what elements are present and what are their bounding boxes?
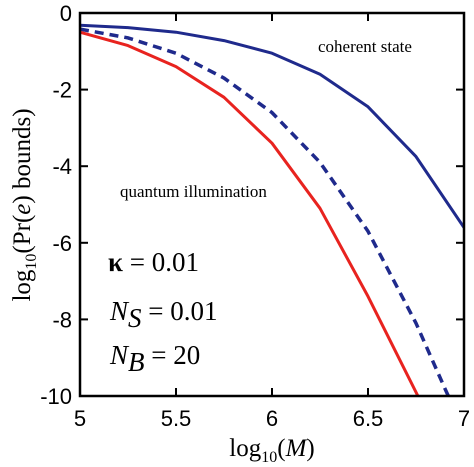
y-axis-title: log10(Pr(e) bounds) <box>9 108 40 301</box>
coherent-state-label: coherent state <box>318 37 412 56</box>
series-line-1 <box>80 27 451 396</box>
kappa-value: = 0.01 <box>123 247 199 277</box>
y-title-rest: (Pr( <box>9 215 36 254</box>
x-tick-label: 6 <box>266 406 278 431</box>
y-axis-ticks: 0 -2 -4 -6 -8 -10 <box>40 1 464 409</box>
nb-symbol: N <box>109 340 130 370</box>
x-title-variable: M <box>285 435 308 462</box>
kappa-symbol: κ <box>108 247 123 277</box>
nb-subscript: B <box>128 347 145 377</box>
x-title-close: ) <box>306 435 314 462</box>
x-title-prefix: log <box>229 435 261 462</box>
x-axis-ticks: 5 5.5 6 6.5 7 <box>74 13 470 431</box>
ns-value: = 0.01 <box>142 296 218 326</box>
x-tick-label: 5 <box>74 406 86 431</box>
y-title-subscript: 10 <box>23 254 40 270</box>
nb-value: = 20 <box>145 340 201 370</box>
y-tick-label: -4 <box>52 154 72 179</box>
x-title-open: ( <box>277 435 285 462</box>
y-tick-label: 0 <box>60 1 72 26</box>
nb-parameter: NB = 20 <box>109 340 200 377</box>
plot-frame <box>78 11 466 398</box>
series-layer <box>80 23 464 396</box>
x-tick-label: 5.5 <box>161 406 192 431</box>
y-tick-label: -8 <box>52 307 72 332</box>
ns-parameter: NS = 0.01 <box>109 296 218 333</box>
x-title-subscript: 10 <box>261 449 277 466</box>
quantum-illumination-label: quantum illumination <box>120 182 267 201</box>
series-line-2 <box>80 30 420 396</box>
x-tick-label: 6.5 <box>353 406 384 431</box>
y-tick-label: -6 <box>52 231 72 256</box>
x-tick-label: 7 <box>458 406 470 431</box>
y-tick-label: -2 <box>52 78 72 103</box>
y-tick-label: -10 <box>40 384 72 409</box>
ns-subscript: S <box>128 303 142 333</box>
y-title-prefix: log <box>9 269 36 301</box>
x-axis-title: log10(M) <box>229 435 314 466</box>
y-title-tail: ) bounds) <box>9 108 36 203</box>
kappa-parameter: κ = 0.01 <box>108 247 199 277</box>
series-line-0 <box>80 23 464 229</box>
ns-symbol: N <box>109 296 130 326</box>
y-title-variable: e <box>9 204 36 215</box>
